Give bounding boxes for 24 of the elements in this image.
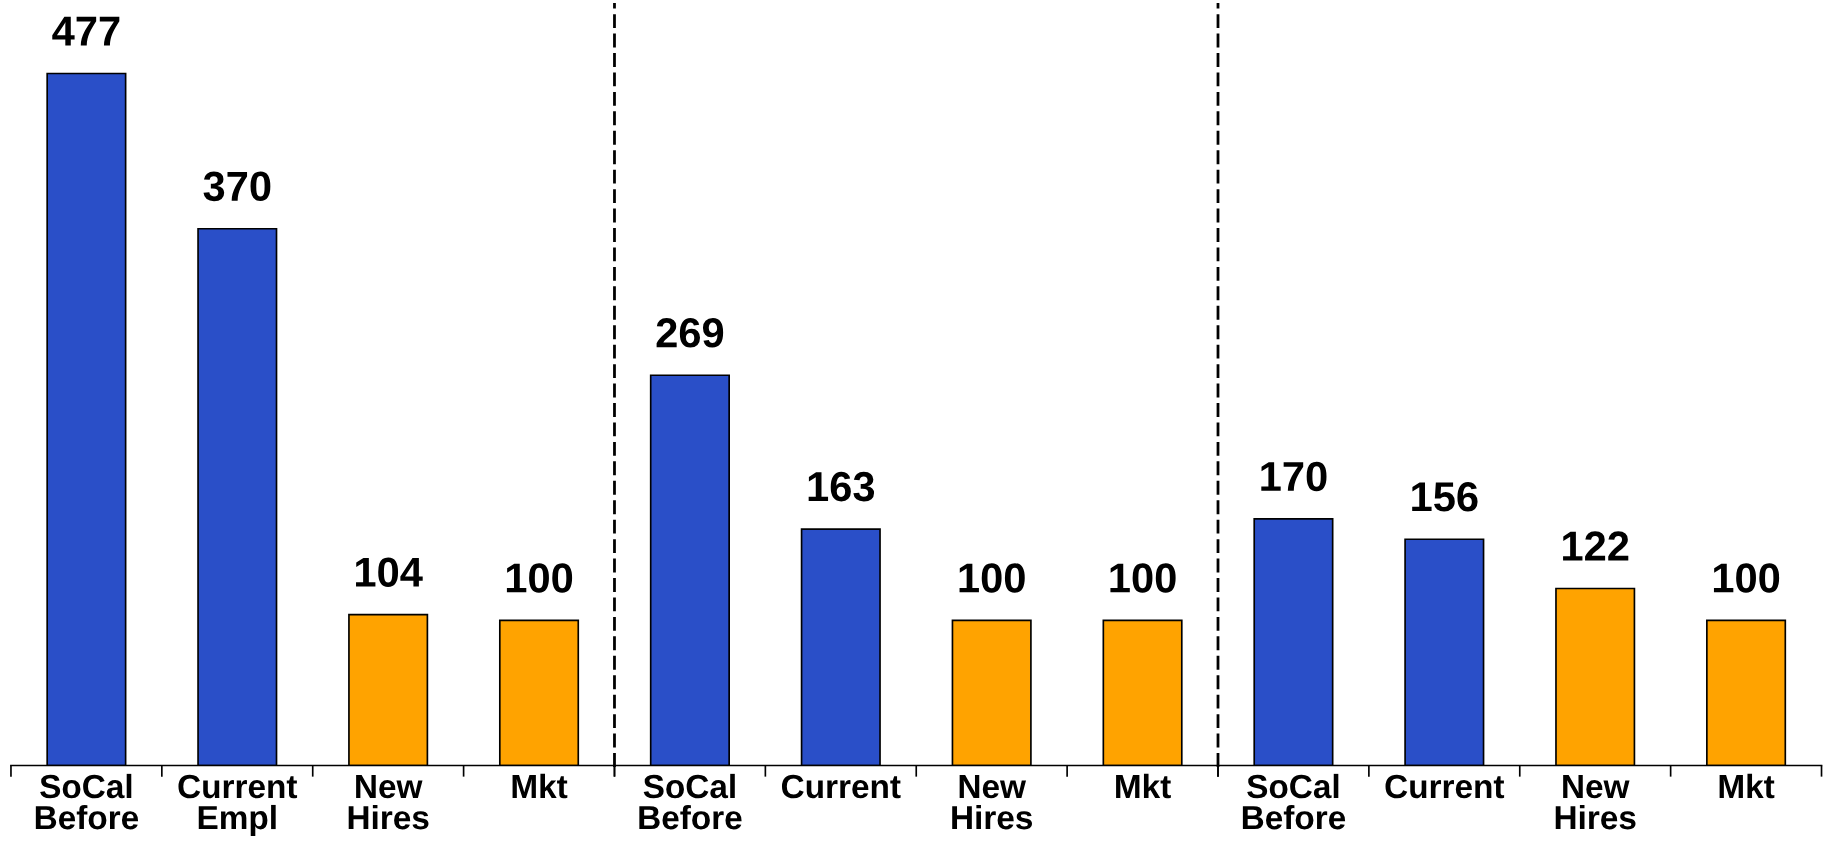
x-tick-label: Current Empl [178,774,298,836]
data-label: 100 [1713,563,1780,593]
x-tick-label: Mkt [1719,773,1775,799]
data-label: 104 [356,557,423,587]
x-tick-label: Mkt [512,773,568,799]
data-label: 370 [203,171,271,202]
x-tick-label: New Hires [952,775,1033,830]
data-label: 170 [1261,461,1327,492]
data-label: 163 [808,471,875,502]
x-tick-label: New Hires [1555,775,1636,830]
x-tick-label: Current [1385,774,1505,799]
x-tick-label: SoCal Before [639,773,742,830]
data-label: 156 [1412,482,1478,512]
x-tick-label: Mkt [1116,773,1171,799]
data-label: 122 [1563,531,1629,561]
x-tick-label: Current [781,774,901,799]
x-tick-label: SoCal Before [35,773,139,830]
data-label: 100 [1110,563,1176,593]
data-label: 269 [656,318,724,348]
x-tick-label: New Hires [348,775,429,830]
data-label: 477 [52,16,120,46]
data-label: 100 [506,563,573,593]
x-tick-label: SoCal Before [1242,773,1346,830]
data-label: 100 [959,563,1025,593]
